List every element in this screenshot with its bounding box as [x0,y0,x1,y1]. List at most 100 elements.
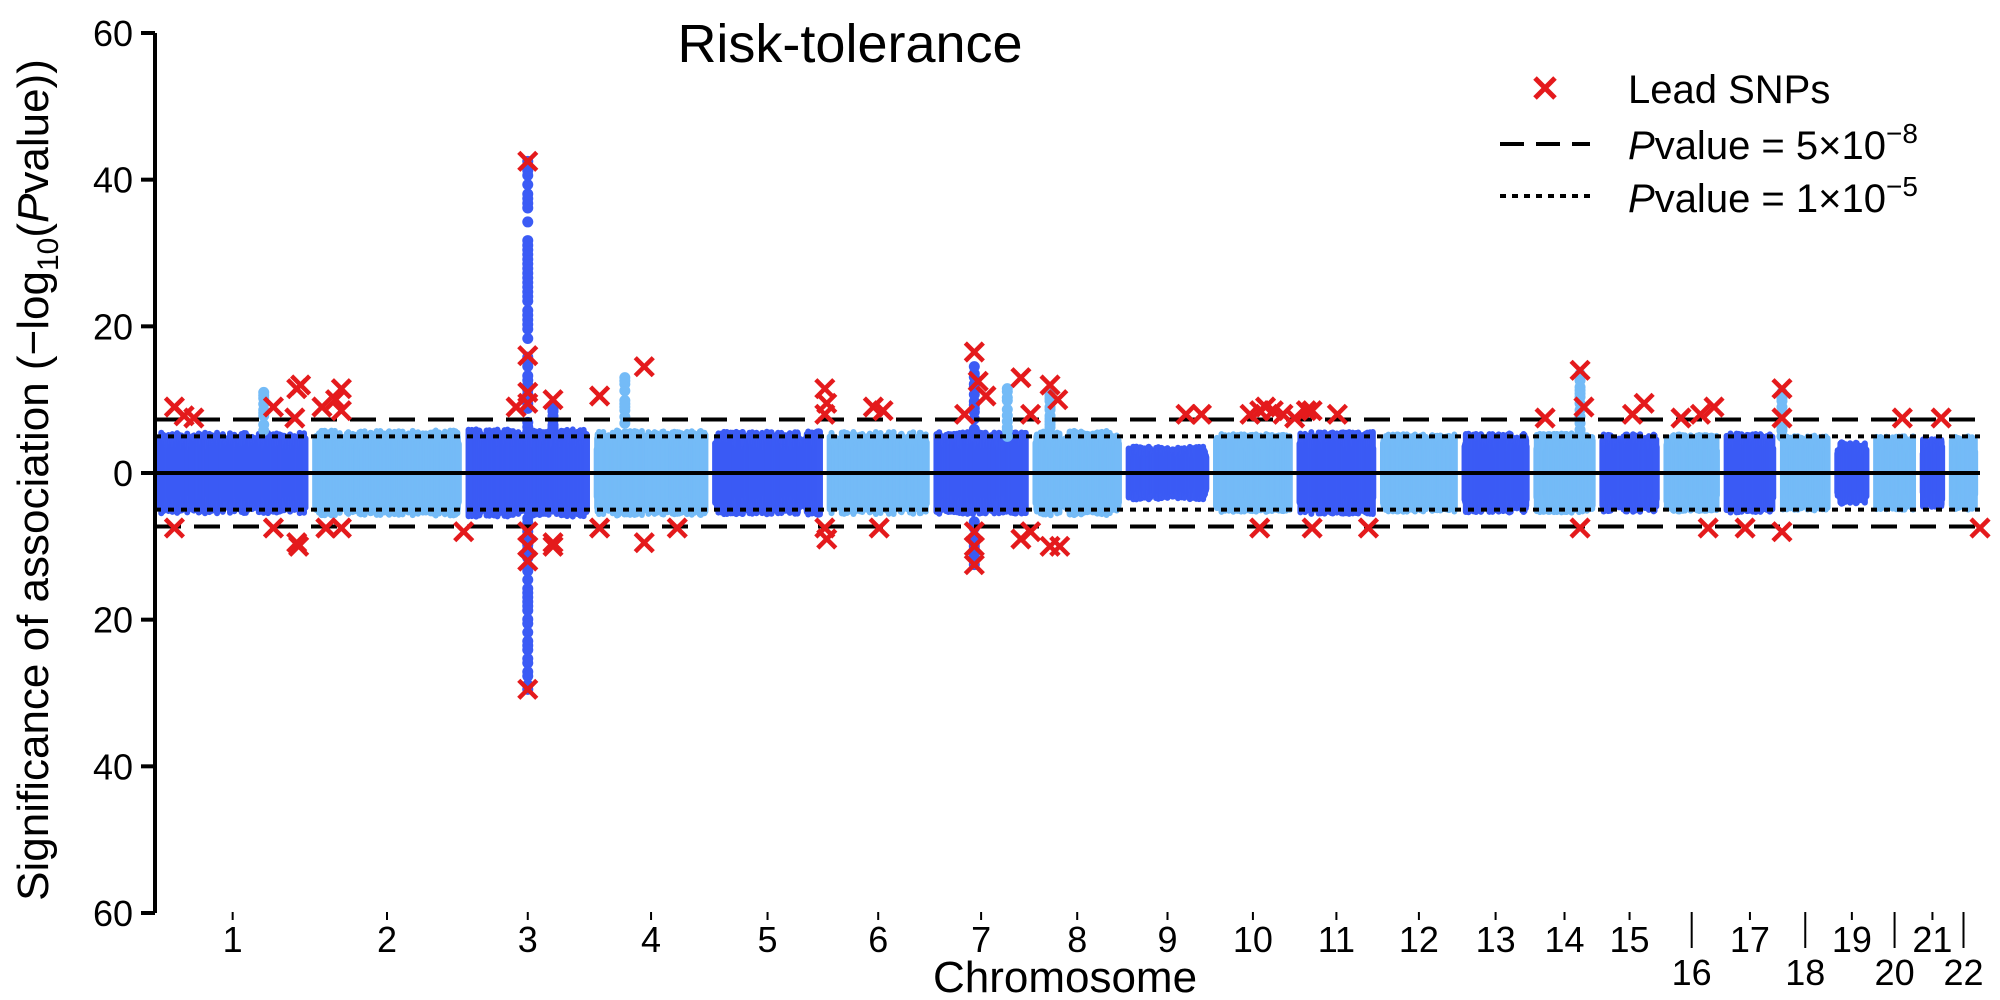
lead-snp-marker [872,400,894,422]
lead-snp-marker [1272,403,1294,425]
lead-snp-marker [633,532,655,554]
lead-snp-marker [1569,517,1591,539]
lead-snp-marker [542,532,564,554]
lead-snp-marker [1969,517,1991,539]
chromosome-label: 3 [518,919,538,960]
snp-point [1001,383,1013,395]
lead-snp-marker [1633,392,1655,414]
lead-snp-marker [1771,521,1793,543]
y-axis-title: Significance of association (−log10(Pval… [9,59,65,901]
lead-snp-marker [1010,367,1032,389]
lead-snp-marker [1284,407,1306,429]
snp-point [522,644,534,656]
chromosome-label: 12 [1399,919,1439,960]
chromosome-label: 20 [1875,952,1915,993]
snp-point [968,361,980,373]
chromosome-label: 1 [223,919,243,960]
lead-snp-marker [633,356,655,378]
y-tick-label: 0 [113,453,133,494]
lead-snp-marker [1039,374,1061,396]
snp-point [1776,422,1788,434]
snp-point [619,394,631,406]
lead-snp-marker [1689,403,1712,425]
snp-point [522,670,534,682]
lead-snp-marker [163,517,186,539]
lead-snp-marker [311,396,333,418]
snp-point [522,565,534,577]
lead-snp-marker [517,345,539,367]
snp-point [258,419,270,431]
lead-snp-marker [1670,407,1692,429]
chromosome-label: 21 [1912,919,1952,960]
chromosome-label: 13 [1476,919,1516,960]
lead-snp-marker [1047,389,1069,411]
chart-title: Risk-tolerance [677,14,1022,74]
lead-snp-marker [1697,517,1719,539]
snp-point [522,235,534,247]
lead-snp-marker [1020,521,1042,543]
chromosome-label: 18 [1785,952,1825,993]
chromosome-label: 8 [1067,919,1087,960]
snp-point [522,370,534,382]
lead-snp-marker [1771,378,1793,400]
chromosome-label: 17 [1730,919,1770,960]
lead-snp-marker [517,550,539,572]
lead-snp-marker [963,341,985,363]
lead-snp-marker [1534,407,1556,429]
lead-snp-marker [453,521,475,543]
lead-snp-marker [542,535,564,557]
lead-snp-marker [330,400,352,422]
lead-snp-marker [967,370,989,392]
lead-snp-marker [517,392,539,414]
y-tick-label: 20 [93,306,133,347]
lead-snp-marker [1190,403,1213,425]
chromosome-label: 9 [1157,919,1177,960]
snp-point [522,332,534,344]
lead-snp-marker [284,407,306,429]
x-axis-title: Chromosome [933,953,1197,1000]
lead-snp-marker [589,517,611,539]
y-tick-label: 60 [93,13,133,54]
snp-point [522,188,534,200]
chromosome-label: 19 [1832,919,1872,960]
threshold-layer [155,417,1980,529]
snp-point [522,504,534,516]
lead-snp-marker [1357,517,1380,539]
lead-snp-marker [1020,403,1042,425]
chromosome-label: 10 [1233,919,1273,960]
lead-snp-marker [963,554,985,576]
lead-snp-marker [262,517,285,539]
legend-dotted-label: Pvalue = 1×10−5 [1628,171,1918,221]
snp-point [522,304,534,316]
y-tick-label: 20 [93,600,133,641]
snp-point [522,574,534,586]
chromosome-label: 14 [1544,919,1584,960]
lead-snp-marker [183,407,205,429]
lead-snp-marker [589,385,611,407]
lead-snp-marker [330,378,352,400]
lead-snp-marker [963,535,985,557]
lead-snp-marker [814,403,836,425]
lead-snp-layer [163,150,1991,700]
lead-snp-marker [330,517,352,539]
lead-snp-marker [1295,400,1317,422]
lead-snp-marker [1573,396,1595,418]
lead-snp-marker [1049,535,1071,557]
points-layer [156,155,1979,695]
lead-snp-marker [1569,359,1591,381]
chromosome-label: 11 [1318,919,1355,960]
lead-snp-marker [262,396,285,418]
lead-snp-marker [975,385,997,407]
lead-snp-marker [288,535,310,557]
chromosome-label: 22 [1943,952,1983,993]
snp-point [258,386,270,398]
chromosome-label: 15 [1610,919,1650,960]
lead-snp-marker [290,374,312,396]
lead-snp-marker [324,389,347,411]
lead-snp-marker [517,150,539,172]
lead-snp-marker [1249,517,1271,539]
chromosome-label: 16 [1672,952,1712,993]
snp-point [522,604,534,616]
legend: Lead SNPs Pvalue = 5×10−8 Pvalue = 1×10−… [1500,68,1918,221]
